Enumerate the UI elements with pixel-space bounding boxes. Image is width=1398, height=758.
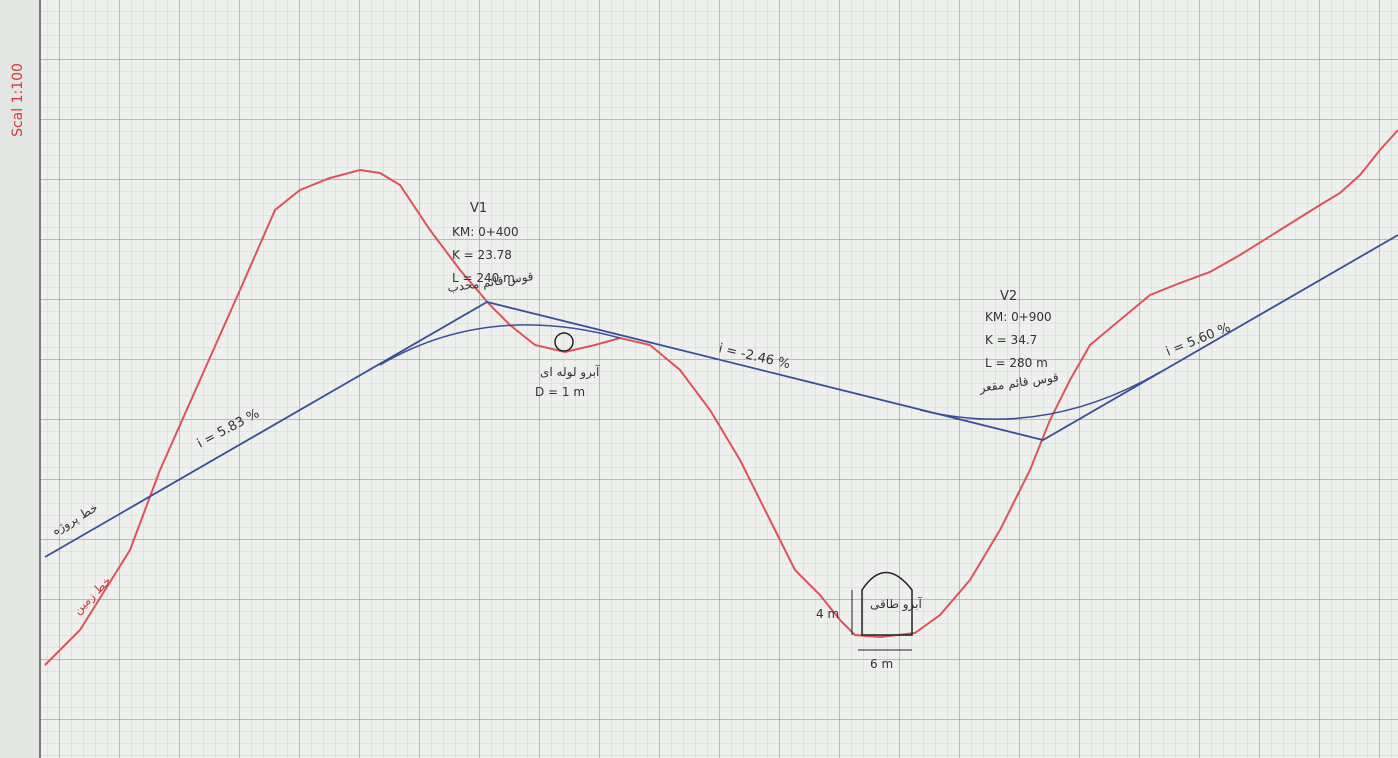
vertex-l: L = 280 m	[985, 356, 1048, 370]
scale-label: Scal 1:100	[10, 63, 26, 137]
culvert-height: 4 m	[816, 607, 839, 621]
profile-sheet: Scal 1:100 V1 KM: 0+400 K = 23.78 L = 24…	[0, 0, 1398, 758]
culvert-width: 6 m	[870, 657, 893, 671]
vertex-k: K = 34.7	[985, 333, 1037, 347]
vertex-km: KM: 0+400	[452, 225, 519, 239]
vertex-name: V2	[1000, 289, 1017, 304]
vertex-k: K = 23.78	[452, 248, 512, 262]
culvert-size: D = 1 m	[535, 385, 585, 399]
culvert-label: آبرو طاقی	[870, 596, 923, 612]
culvert-label: آبرو لوله ای	[540, 364, 600, 380]
grid	[40, 0, 1398, 758]
vertex-name: V1	[470, 201, 487, 216]
vertex-km: KM: 0+900	[985, 310, 1052, 324]
